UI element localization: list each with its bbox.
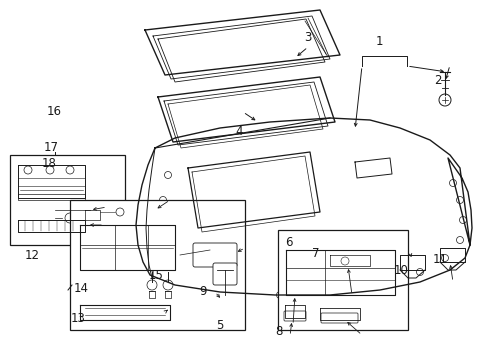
FancyBboxPatch shape: [213, 263, 237, 285]
Text: 18: 18: [41, 157, 56, 170]
Text: 7: 7: [311, 247, 319, 260]
Text: 14: 14: [73, 282, 88, 294]
Text: 15: 15: [149, 269, 163, 282]
Text: 1: 1: [374, 35, 382, 48]
Text: 13: 13: [71, 312, 85, 325]
Bar: [10, 155, 125, 245]
Text: 10: 10: [393, 264, 407, 276]
Text: 9: 9: [199, 285, 206, 298]
Text: 8: 8: [274, 325, 282, 338]
FancyBboxPatch shape: [284, 311, 305, 321]
Text: 12: 12: [24, 249, 39, 262]
Text: 5: 5: [216, 319, 224, 332]
Bar: [70, 200, 244, 330]
Text: 11: 11: [432, 253, 447, 266]
Bar: [278, 230, 407, 330]
Text: 6: 6: [284, 237, 292, 249]
Text: 4: 4: [235, 125, 243, 138]
Text: 16: 16: [46, 105, 61, 118]
FancyBboxPatch shape: [193, 243, 237, 267]
FancyBboxPatch shape: [89, 204, 109, 216]
Text: 17: 17: [44, 141, 59, 154]
Text: 3: 3: [304, 31, 311, 44]
FancyBboxPatch shape: [320, 313, 357, 323]
Text: 2: 2: [433, 75, 441, 87]
